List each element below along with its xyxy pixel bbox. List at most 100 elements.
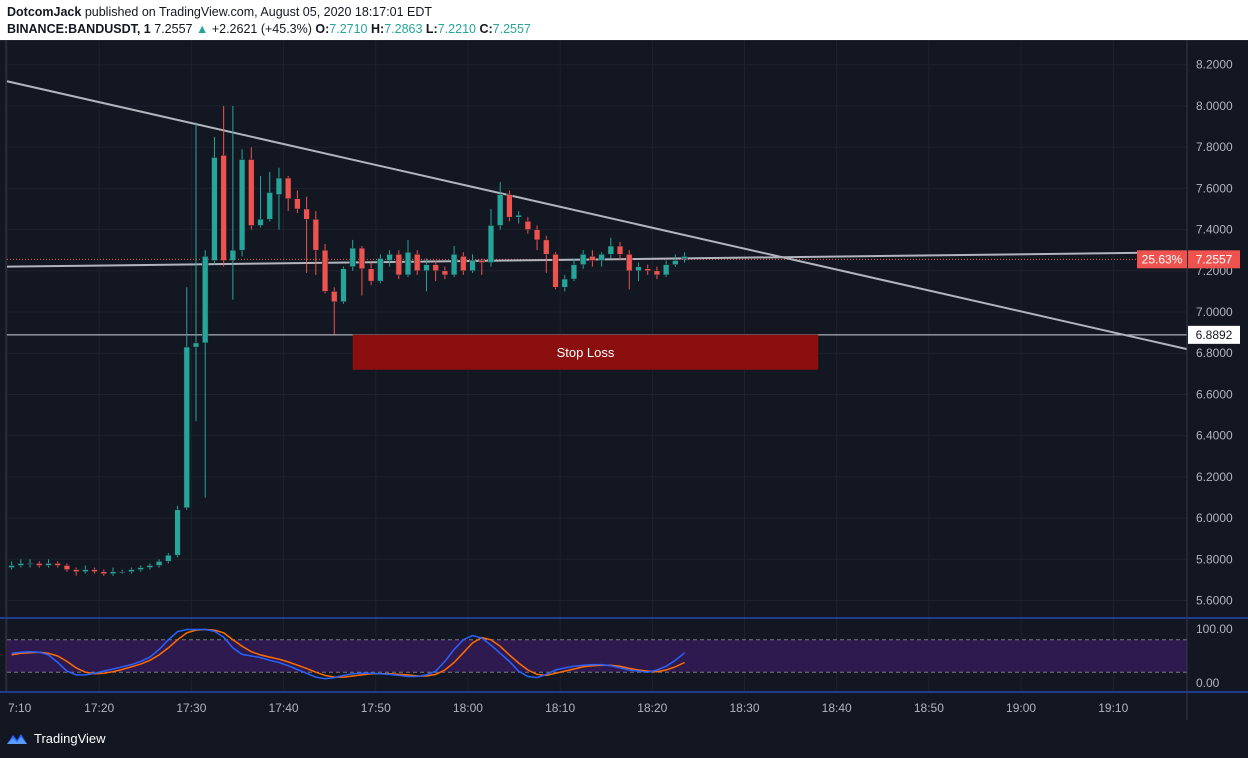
candle-up — [8, 561, 15, 570]
x-tick-label: 18:20 — [637, 701, 667, 715]
candle-up — [349, 239, 356, 271]
candle-body — [285, 177, 292, 199]
stop-level-bg — [1188, 325, 1240, 344]
candle-body — [423, 264, 430, 272]
candle-body — [441, 270, 448, 276]
candle-down — [331, 287, 338, 335]
stoch-k-line — [11, 628, 686, 680]
candle-body — [543, 239, 550, 255]
last-price: 7.2557 — [154, 22, 193, 36]
percent-change-bg — [1137, 250, 1187, 269]
y-tick-label: 7.8000 — [1196, 140, 1233, 154]
candle-body — [192, 342, 200, 348]
stoch-d-line — [11, 628, 685, 678]
candle-up — [238, 149, 246, 257]
stop-loss-label: Stop Loss — [557, 345, 615, 360]
candle-up — [469, 254, 476, 273]
y-tick-label: 8.0000 — [1196, 99, 1233, 113]
candle-down — [248, 147, 255, 230]
oscillator-pane: 100.00 0.00 — [0, 617, 1248, 693]
candle-body — [451, 254, 458, 276]
candle-body — [275, 177, 283, 195]
candle-body — [45, 563, 52, 566]
candle-body — [312, 219, 319, 251]
y-tick-label: 6.2000 — [1196, 470, 1233, 484]
candle-body — [377, 258, 384, 282]
price-chart[interactable]: Stop Loss 100.000.00 8.2000 8.0000 7.8000 7… — [0, 40, 1248, 720]
candle-up — [119, 569, 126, 574]
y-tick-label: 8.2000 — [1196, 58, 1233, 72]
candle-body — [349, 247, 356, 267]
author-name[interactable]: DotcomJack — [7, 5, 82, 19]
stop-loss-box — [352, 334, 819, 370]
x-tick-label: 17:40 — [269, 701, 299, 715]
candle-body — [561, 278, 568, 288]
candle-body — [580, 254, 587, 265]
candle-body — [294, 198, 301, 210]
open-label: O: — [315, 22, 330, 36]
candle-up — [487, 208, 495, 267]
candle-down — [368, 262, 375, 286]
candle-down — [478, 258, 485, 275]
candle-body — [137, 567, 144, 570]
candle-body — [303, 208, 310, 220]
candle-body — [63, 565, 71, 570]
candle-body — [174, 509, 181, 556]
candle-down — [294, 190, 301, 214]
high-label: H: — [371, 22, 385, 36]
candle-body — [321, 249, 329, 292]
candle-down — [589, 250, 596, 267]
x-tick-label: 7:10 — [8, 701, 32, 715]
candle-up — [580, 250, 587, 269]
candle-down — [441, 266, 448, 280]
candle-body — [8, 565, 15, 568]
symbol-label[interactable]: BINANCE:BANDUSDT, 1 — [7, 22, 151, 36]
stop-level-tag: 6.8892 — [1188, 325, 1240, 344]
percent-change-tag: 25.63% — [1137, 250, 1187, 269]
candle-down — [54, 561, 61, 568]
candle-body — [598, 254, 605, 261]
y-tick-label: 6.8000 — [1196, 346, 1233, 360]
candle-down — [552, 252, 559, 290]
candle-body — [183, 346, 190, 509]
candle-body — [229, 249, 236, 261]
chart-header: DotcomJack published on TradingView.com,… — [0, 0, 1248, 40]
published-text: published on TradingView.com, August 05,… — [84, 5, 433, 19]
candle-body — [515, 214, 522, 218]
percent-change-text: 25.63% — [1142, 252, 1183, 266]
oscillator-tick-label: 100.00 — [1196, 622, 1233, 636]
x-tick-label: 18:00 — [453, 701, 483, 715]
candle-down — [653, 266, 661, 280]
candle-down — [524, 217, 531, 234]
close-value: 7.2557 — [492, 22, 531, 36]
candle-up — [257, 176, 264, 228]
candle-body — [404, 252, 412, 276]
candle-down — [626, 250, 633, 290]
candle-body — [432, 264, 439, 272]
candle-body — [386, 254, 393, 261]
x-tick-label: 17:50 — [361, 701, 391, 715]
candle-body — [672, 260, 679, 265]
change-arrow-icon: ▲ — [195, 22, 209, 36]
candle-body — [331, 291, 338, 302]
candle-up — [570, 258, 578, 282]
candle-up — [26, 559, 34, 568]
candle-up — [183, 287, 190, 510]
candle-up — [681, 252, 688, 263]
candle-up — [146, 563, 153, 570]
candle-down — [73, 567, 80, 576]
candle-up — [561, 274, 568, 292]
candle-body — [36, 563, 43, 566]
current-price-tag: 7.2557 — [1188, 250, 1240, 269]
y-tick-label: 5.6000 — [1196, 594, 1233, 608]
candle-body — [257, 219, 264, 226]
candle-up — [229, 105, 236, 300]
candle-body — [165, 554, 172, 562]
candle-down — [533, 225, 541, 251]
candle-down — [543, 235, 550, 273]
candle-up — [377, 254, 384, 284]
publish-line: DotcomJack published on TradingView.com,… — [7, 5, 432, 19]
y-tick-label: 6.6000 — [1196, 387, 1233, 401]
candle-body — [17, 563, 24, 566]
tradingview-logo[interactable]: TradingView — [6, 731, 106, 746]
